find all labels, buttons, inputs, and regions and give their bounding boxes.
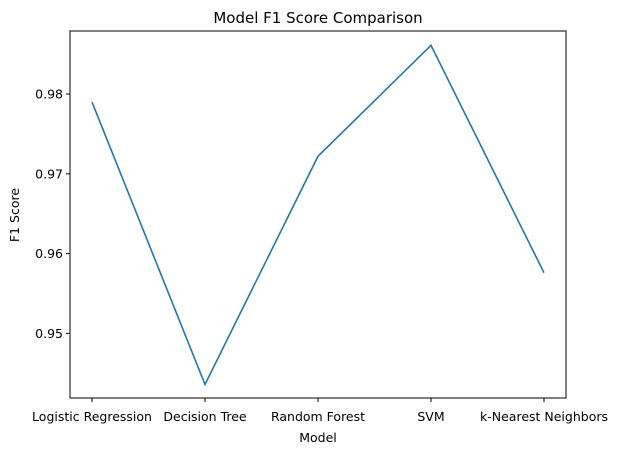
y-axis-label: F1 Score — [7, 188, 22, 242]
series-line — [91, 44, 545, 387]
x-tick-label: Logistic Regression — [32, 409, 152, 424]
x-axis-label: Model — [299, 430, 337, 445]
y-tick-label: 0.95 — [35, 326, 63, 341]
chart-title: Model F1 Score Comparison — [213, 9, 422, 27]
x-axis: Logistic Regression Decision Tree Random F… — [32, 398, 608, 424]
y-tick-label: 0.96 — [35, 246, 63, 261]
x-tick-label: Decision Tree — [163, 409, 247, 424]
x-tick-label: Random Forest — [271, 409, 365, 424]
x-tick-label: SVM — [417, 409, 444, 424]
plot-area — [69, 30, 567, 399]
y-tick-label: 0.98 — [35, 87, 63, 102]
x-tick-label: k-Nearest Neighbors — [480, 409, 608, 424]
y-axis: 0.95 0.96 0.97 0.98 — [35, 87, 70, 341]
y-tick-label: 0.97 — [35, 166, 63, 181]
